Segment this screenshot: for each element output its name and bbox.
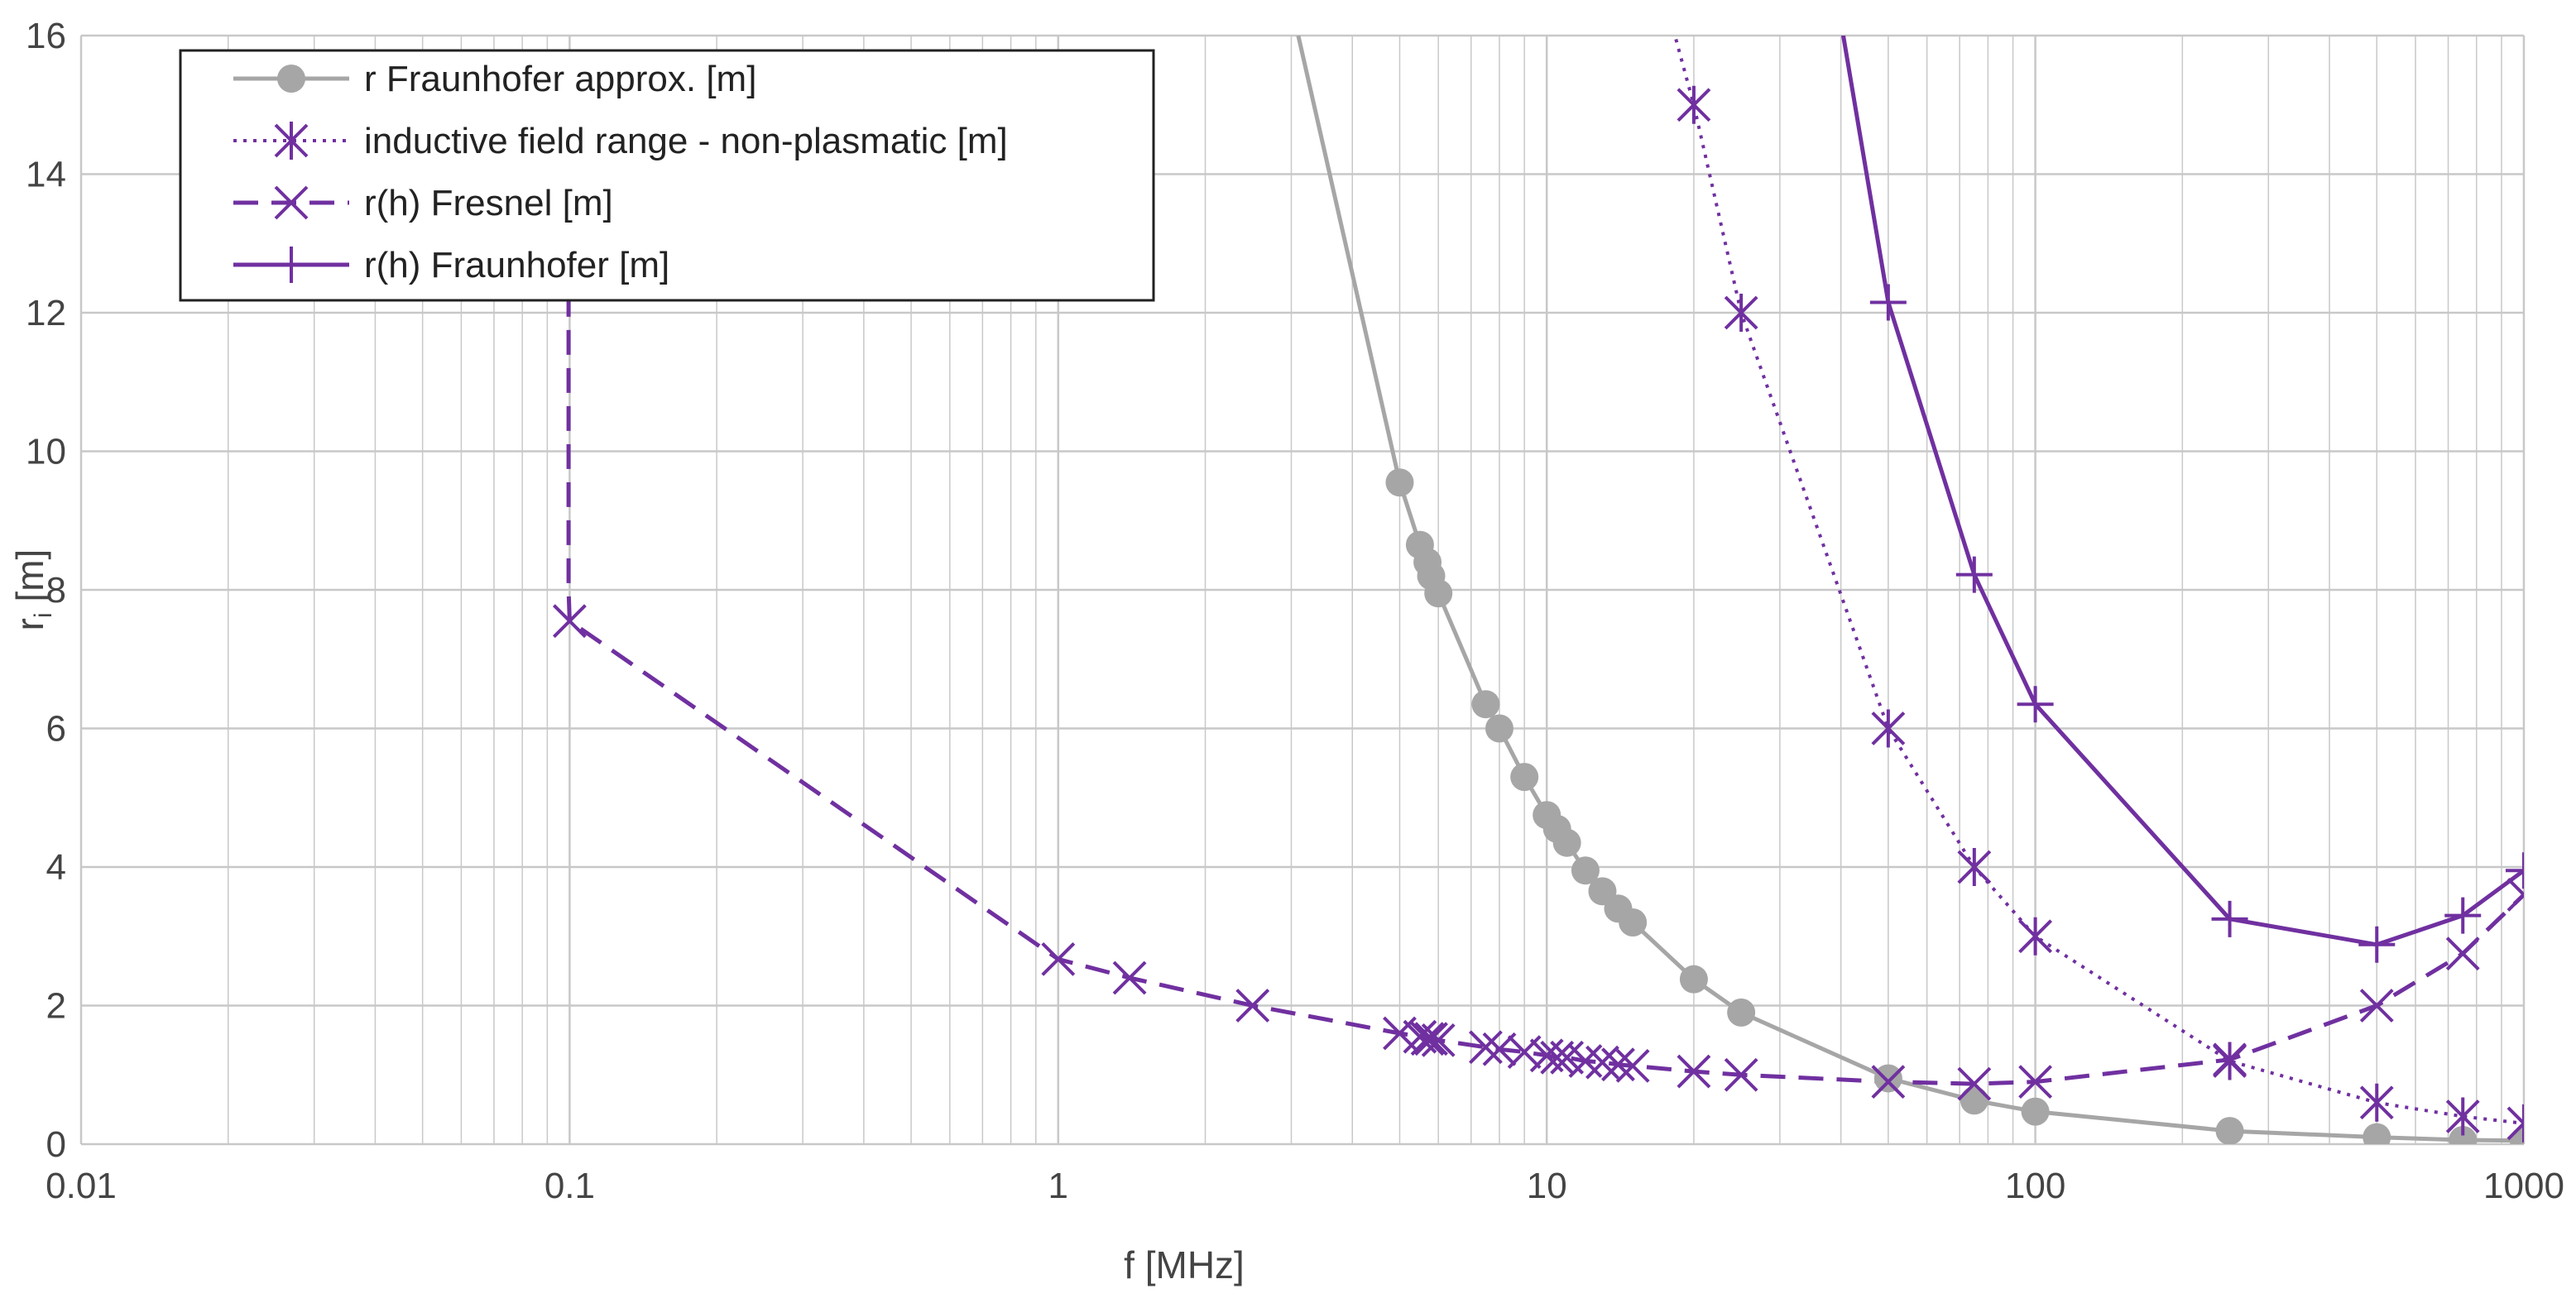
series-3-point	[1677, 1054, 1711, 1089]
legend-entry: r(h) Fresnel [m]	[233, 183, 613, 223]
series-3-point	[1957, 1066, 1992, 1101]
series-3-point	[1601, 1047, 1635, 1082]
legend-label: r(h) Fraunhofer [m]	[364, 245, 669, 285]
legend-box	[179, 49, 1155, 302]
series-2-point	[2359, 1083, 2394, 1122]
series-4-point	[1869, 284, 1907, 321]
series-1-point	[1385, 468, 1414, 497]
x-tick-label: 0.01	[46, 1166, 117, 1206]
series-3-point	[2359, 989, 2394, 1023]
y-tick-label: 2	[46, 986, 66, 1027]
series-1-point	[1571, 856, 1600, 885]
x-tick-label: 100	[2005, 1166, 2065, 1206]
legend-entry: inductive field range - non-plasmatic [m…	[233, 121, 1008, 161]
series-3-point	[2445, 937, 2480, 971]
series-4-point	[2444, 897, 2482, 934]
series-3-point	[1041, 941, 1076, 976]
x-axis-title: f [MHz]	[1124, 1243, 1245, 1286]
x-tick-label: 1	[1048, 1166, 1068, 1206]
series-1-point	[1960, 1086, 1988, 1115]
series-1-point	[1727, 998, 1756, 1027]
legend-label: r Fraunhofer approx. [m]	[364, 59, 756, 99]
series-4-point	[2358, 926, 2396, 963]
y-axis-title: ri [m]	[8, 549, 57, 631]
series-2-point	[1957, 848, 1992, 886]
legend-marker	[274, 122, 309, 160]
series-3-point	[1871, 1065, 1906, 1099]
series-4-point	[2017, 686, 2054, 723]
y-axis-title-main: r	[8, 618, 51, 630]
legend-marker	[274, 185, 309, 220]
series-4-point	[1955, 556, 1993, 593]
x-tick-label: 10	[1527, 1166, 1567, 1206]
series-3-point	[1112, 960, 1147, 995]
series-1-point	[2363, 1123, 2391, 1144]
legend-entry: r(h) Fraunhofer [m]	[233, 245, 669, 285]
legend-label: inductive field range - non-plasmatic [m…	[364, 121, 1008, 161]
series-2-point	[2445, 1097, 2480, 1136]
y-tick-label: 4	[46, 847, 66, 888]
series-1-point	[1424, 579, 1453, 608]
series-1-point	[1873, 1064, 1902, 1093]
series-1-point	[1679, 965, 1708, 994]
series-1-point	[2510, 1126, 2524, 1144]
legend: r Fraunhofer approx. [m] inductive field …	[179, 49, 1155, 302]
legend-entry: r Fraunhofer approx. [m]	[233, 59, 756, 99]
series-3-point	[1568, 1044, 1603, 1078]
series-line-4	[1840, 36, 2524, 947]
series-3-point	[1421, 1023, 1456, 1057]
legend-marker	[273, 247, 309, 283]
series-1-point	[1510, 763, 1539, 792]
y-tick-label: 8	[46, 570, 66, 611]
series-3-point	[552, 604, 587, 639]
y-tick-label: 10	[26, 432, 66, 472]
series-2-point	[1677, 85, 1711, 124]
series-2-point	[1871, 709, 1906, 748]
y-tick-label: 6	[46, 709, 66, 750]
series-3-point	[1540, 1040, 1575, 1075]
series-1-point	[1552, 828, 1581, 857]
series-3-point	[1615, 1048, 1650, 1083]
series-3-point	[2018, 1065, 2053, 1099]
series-3-point	[1410, 1022, 1445, 1056]
series-3-point	[1585, 1045, 1619, 1080]
series-3-point	[2506, 878, 2524, 912]
series-1-point	[2021, 1097, 2050, 1126]
series-1-point	[1619, 908, 1648, 937]
marker-layer	[552, 85, 2524, 1144]
series-2-point	[2506, 1104, 2524, 1143]
y-tick-label: 16	[26, 16, 66, 56]
series-2-point	[1724, 294, 1758, 332]
series-1-point	[2215, 1117, 2244, 1144]
x-tick-label: 1000	[2483, 1166, 2564, 1206]
x-tick-label: 0.1	[544, 1166, 595, 1206]
y-axis-title-subscript: i	[30, 612, 57, 618]
series-4-point	[2506, 852, 2524, 889]
series-3-point	[1235, 989, 1270, 1023]
svg-text:ri [m]: ri [m]	[8, 549, 57, 631]
series-1-point	[1485, 714, 1513, 743]
y-tick-label: 0	[46, 1124, 66, 1165]
series-3-point	[1383, 1016, 1417, 1051]
series-line-3	[566, 291, 2524, 1086]
series-1-point	[1471, 690, 1500, 719]
series-3-point	[1469, 1030, 1503, 1065]
series-3-point	[1724, 1057, 1758, 1092]
series-2-point	[2018, 917, 2053, 956]
y-axis-title-unit: [m]	[8, 549, 51, 613]
legend-label: r(h) Fresnel [m]	[364, 183, 613, 223]
series-3-point	[1414, 1022, 1448, 1056]
tick-labels: 0.01 0.1 1 10 100 1000 0 2 4 6 8 10 12 14 16	[26, 16, 2564, 1206]
series-4-point	[2211, 900, 2248, 937]
y-tick-label: 14	[26, 155, 66, 195]
y-tick-label: 12	[26, 293, 66, 333]
legend-marker	[277, 65, 305, 93]
series-3-point	[2213, 1042, 2247, 1077]
